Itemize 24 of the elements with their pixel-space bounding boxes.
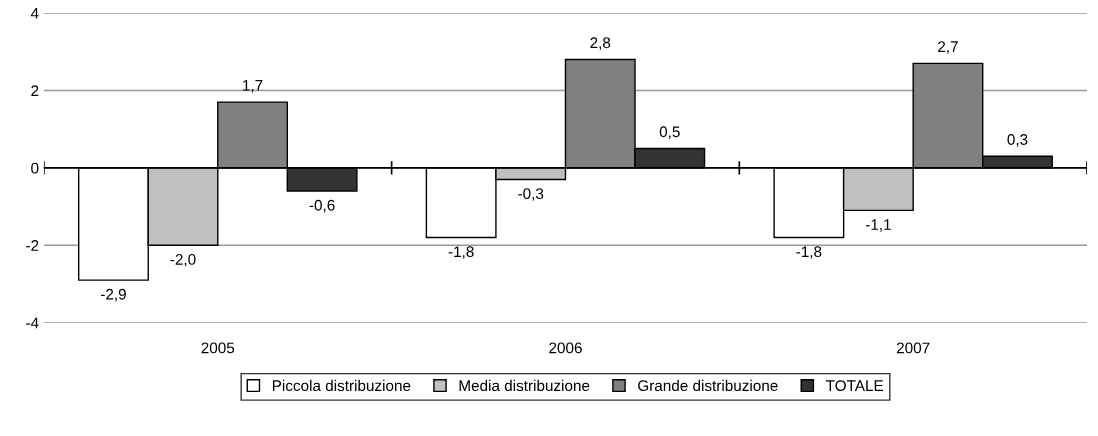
legend-label: TOTALE	[825, 380, 884, 392]
data-label: 0,5	[659, 126, 680, 139]
legend-label: Grande distribuzione	[638, 379, 778, 392]
data-label: 2,7	[938, 41, 958, 54]
data-label: -0,3	[518, 188, 544, 201]
y-tick-label: 4	[30, 8, 39, 19]
data-label: 0,3	[1007, 134, 1028, 147]
y-tick-label: 2	[31, 85, 39, 97]
data-label: -1,8	[796, 246, 822, 259]
data-label: -2,0	[170, 253, 196, 267]
data-label: 2,8	[590, 37, 611, 50]
legend-label: Media distribuzione	[459, 379, 590, 392]
data-label: -1,1	[865, 219, 891, 232]
data-label: -2,9	[100, 288, 126, 302]
y-tick-label: -2	[26, 240, 39, 251]
y-tick-label: -4	[26, 317, 39, 329]
legend-label: Piccola distribuzione	[272, 379, 411, 392]
data-label: 1,7	[243, 80, 263, 93]
y-tick-label: 0	[31, 162, 39, 174]
data-label: -1,8	[448, 246, 474, 259]
x-tick-label: 2006	[549, 342, 582, 354]
data-label: -0,6	[309, 199, 335, 213]
x-tick-label: 2007	[896, 342, 930, 354]
x-tick-label: 2005	[201, 342, 235, 354]
